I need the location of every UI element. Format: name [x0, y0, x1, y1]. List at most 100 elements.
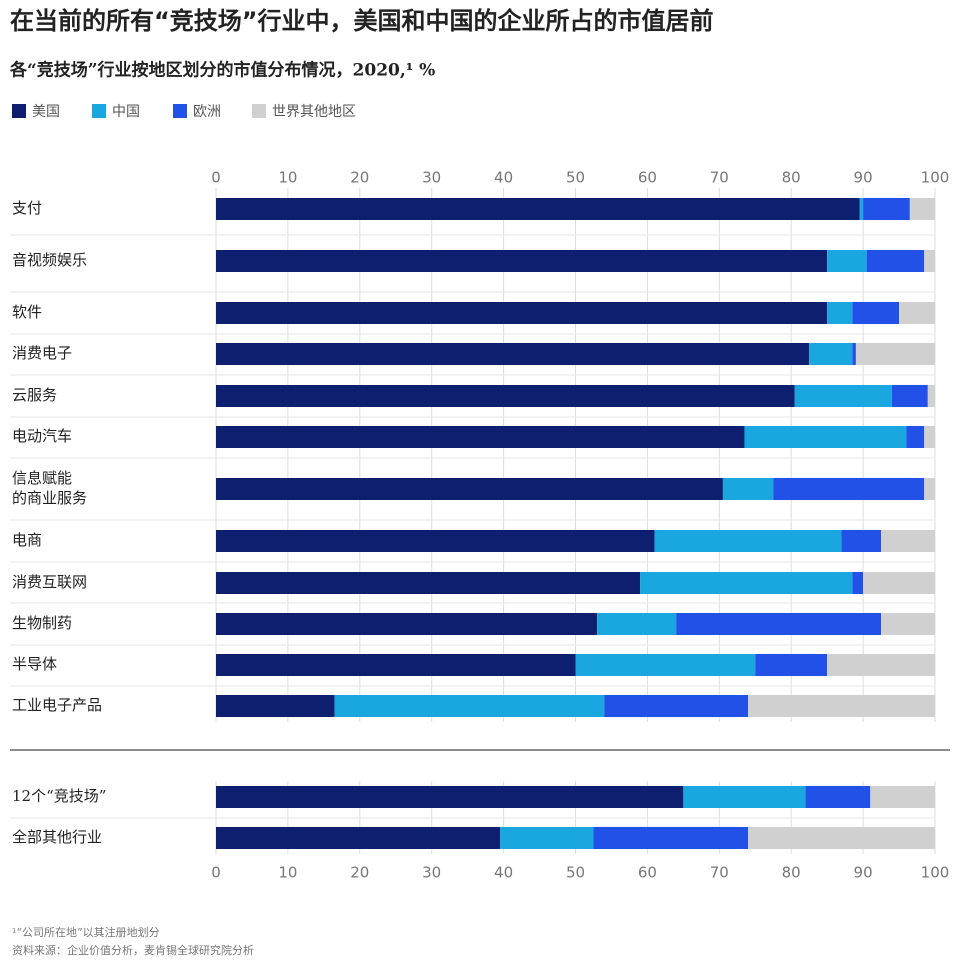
bar-segment — [891, 385, 928, 407]
bar-segment — [852, 343, 856, 365]
bar-segment — [216, 250, 828, 272]
category-label: 电商 — [12, 531, 42, 549]
bar-segment — [899, 302, 935, 324]
bar-segment — [924, 478, 935, 500]
bar-segment — [216, 572, 641, 594]
category-label: 全部其他行业 — [12, 828, 102, 846]
bar-segment — [216, 478, 723, 500]
x-tick-label: 100 — [921, 864, 950, 882]
bar-segment — [827, 250, 867, 272]
x-tick-label: 50 — [566, 864, 585, 882]
category-label: 云服务 — [12, 386, 57, 404]
bar-segment — [722, 478, 774, 500]
legend-label: 美国 — [32, 104, 60, 120]
footnote: ¹“公司所在地”以其注册地划分 — [12, 925, 160, 939]
category-label: 电动汽车 — [12, 427, 72, 445]
bar-segment — [604, 695, 749, 717]
x-tick-label: 10 — [278, 169, 297, 187]
legend-swatch — [252, 104, 266, 118]
legend-label: 世界其他地区 — [272, 104, 356, 120]
category-label: 消费互联网 — [12, 573, 87, 591]
bar-segment — [809, 343, 853, 365]
x-tick-label: 30 — [422, 864, 441, 882]
x-tick-label: 70 — [710, 864, 729, 882]
bar-segment — [755, 654, 828, 676]
bar-segment — [575, 654, 756, 676]
bar-segment — [855, 343, 935, 365]
bar-segment — [805, 786, 871, 808]
bar-segment — [863, 572, 935, 594]
bar-segment — [924, 250, 935, 272]
x-tick-label: 40 — [494, 864, 513, 882]
bar-segment — [216, 302, 828, 324]
category-label: 信息赋能的商业服务 — [12, 469, 87, 507]
legend-swatch — [92, 104, 106, 118]
bar-segment — [640, 572, 853, 594]
bar-segment — [597, 613, 677, 635]
legend-label: 中国 — [112, 104, 140, 120]
bar-segment — [924, 426, 935, 448]
bar-segment — [216, 198, 860, 220]
category-label: 工业电子产品 — [12, 696, 102, 714]
bar-segment — [216, 786, 684, 808]
x-tick-label: 20 — [350, 864, 369, 882]
bar-segment — [881, 613, 935, 635]
bar-segment — [334, 695, 605, 717]
x-tick-label: 90 — [854, 169, 873, 187]
legend-swatch — [173, 104, 187, 118]
x-tick-label: 100 — [921, 169, 950, 187]
x-tick-label: 90 — [854, 864, 873, 882]
x-tick-label: 20 — [350, 169, 369, 187]
bar-segment — [863, 198, 910, 220]
x-tick-label: 30 — [422, 169, 441, 187]
category-label: 软件 — [12, 303, 42, 321]
category-label: 生物制药 — [12, 614, 72, 632]
bar-segment — [852, 302, 900, 324]
category-label: 支付 — [12, 199, 42, 217]
bar-segment — [859, 198, 864, 220]
bar-segment — [216, 426, 745, 448]
bar-segment — [500, 827, 594, 849]
bar-segment — [773, 478, 925, 500]
bar-segment — [852, 572, 864, 594]
bar-segment — [216, 613, 598, 635]
bar-segment — [748, 827, 935, 849]
bar-segment — [683, 786, 806, 808]
chart-subtitle: 各“竞技场”行业按地区划分的市值分布情况，2020,¹ % — [9, 60, 435, 81]
x-tick-label: 80 — [782, 864, 801, 882]
legend-swatch — [12, 104, 26, 118]
category-label: 半导体 — [12, 655, 57, 673]
bar-segment — [216, 695, 335, 717]
legend-label: 欧洲 — [193, 104, 221, 120]
x-tick-label: 0 — [211, 864, 221, 882]
bar-segment — [744, 426, 907, 448]
x-tick-label: 0 — [211, 169, 221, 187]
bar-segment — [216, 343, 810, 365]
x-tick-label: 50 — [566, 169, 585, 187]
bar-segment — [748, 695, 935, 717]
x-tick-label: 60 — [638, 169, 657, 187]
bar-segment — [794, 385, 892, 407]
bar-segment — [216, 654, 576, 676]
bar-segment — [909, 198, 935, 220]
bar-segment — [866, 250, 925, 272]
category-label: 12个“竞技场” — [12, 787, 106, 805]
bar-segment — [881, 530, 935, 552]
bar-segment — [216, 530, 655, 552]
bar-segment — [654, 530, 842, 552]
bar-segment — [906, 426, 925, 448]
category-label: 消费电子 — [12, 344, 72, 362]
bar-segment — [216, 385, 795, 407]
category-label: 音视频娱乐 — [12, 251, 87, 269]
x-tick-label: 80 — [782, 169, 801, 187]
x-tick-label: 70 — [710, 169, 729, 187]
bar-segment — [841, 530, 882, 552]
bar-segment — [870, 786, 935, 808]
footnote: 资料来源：企业价值分析，麦肯锡全球研究院分析 — [12, 943, 254, 957]
x-tick-label: 10 — [278, 864, 297, 882]
bar-segment — [676, 613, 882, 635]
bar-segment — [216, 827, 501, 849]
chart-title: 在当前的所有“竞技场”行业中，美国和中国的企业所占的市值居前 — [10, 7, 714, 35]
